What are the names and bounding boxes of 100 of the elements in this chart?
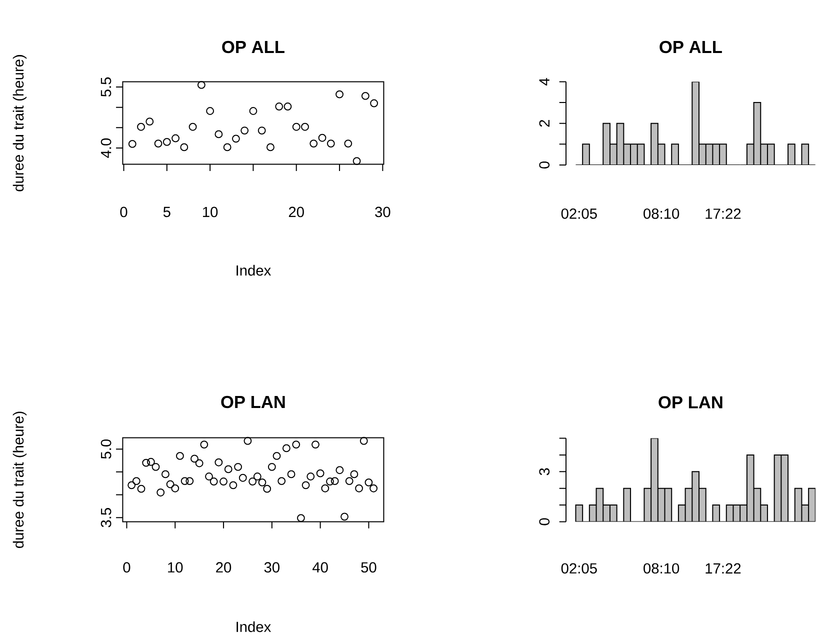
point	[318, 134, 326, 142]
x-tick-label: 17:22	[706, 208, 741, 219]
y-tick-label: 0	[539, 518, 550, 526]
chart-title: OP ALL	[660, 40, 722, 54]
y-tick-label: 4	[539, 78, 550, 86]
point	[206, 107, 214, 115]
point	[258, 478, 266, 486]
point	[364, 478, 373, 486]
x-tick-label: 02:05	[561, 563, 597, 574]
point	[340, 512, 348, 521]
point	[132, 477, 140, 486]
point	[162, 138, 171, 146]
point	[258, 126, 266, 134]
point	[224, 465, 232, 474]
point	[172, 134, 180, 142]
point	[238, 474, 247, 482]
point	[223, 143, 232, 152]
point	[171, 484, 180, 492]
point	[326, 140, 335, 148]
point	[350, 470, 358, 478]
point	[302, 481, 310, 490]
point	[205, 472, 213, 480]
x-tick-label: 17:22	[706, 563, 741, 574]
point	[330, 477, 339, 486]
point	[146, 458, 155, 466]
point	[306, 472, 315, 480]
y-tick-label: 3.5	[100, 508, 112, 528]
x-tick-label: 02:05	[561, 208, 597, 219]
x-tick-label: 5	[163, 206, 170, 218]
point	[321, 484, 330, 492]
point	[344, 140, 352, 148]
point	[326, 478, 334, 486]
point	[232, 134, 240, 143]
point	[287, 470, 296, 478]
point	[244, 436, 252, 445]
point	[266, 143, 274, 152]
point	[197, 80, 206, 89]
point	[345, 477, 354, 486]
point	[152, 462, 160, 471]
x-tick-label: 0	[123, 562, 130, 573]
x-tick-label: 08:10	[644, 208, 680, 219]
x-tick-label: 40	[312, 562, 328, 573]
point	[176, 452, 184, 460]
x-tick-label: 08:10	[644, 563, 680, 574]
point	[137, 484, 146, 493]
y-axis-title: duree du trait (heure)	[12, 55, 27, 192]
point	[370, 99, 378, 108]
x-tick-label: 30	[264, 562, 280, 573]
y-tick-label: 0	[539, 162, 550, 169]
x-tick-label: 10	[203, 206, 218, 218]
point	[292, 440, 300, 449]
point	[355, 484, 364, 492]
point	[200, 440, 208, 449]
y-tick-label: 4.0	[100, 138, 112, 158]
point	[240, 126, 249, 134]
point	[263, 484, 272, 493]
chart-title: OP LAN	[221, 396, 285, 408]
point	[214, 130, 223, 138]
y-tick-label: 2	[539, 120, 550, 127]
point	[154, 140, 162, 148]
point	[361, 92, 370, 100]
point	[156, 488, 165, 496]
x-tick-label: 50	[361, 562, 376, 573]
point	[316, 469, 324, 478]
point	[253, 472, 262, 480]
point	[229, 481, 238, 490]
point	[166, 480, 174, 488]
point	[249, 107, 258, 115]
point	[278, 477, 286, 486]
point	[190, 454, 198, 463]
point	[275, 102, 284, 110]
point	[188, 122, 197, 131]
point	[128, 140, 136, 148]
point	[336, 90, 344, 98]
x-axis-title: Index	[236, 621, 271, 632]
point	[180, 143, 188, 152]
chart-title: OP ALL	[222, 40, 284, 54]
point	[210, 478, 218, 486]
x-axis-title: Index	[236, 264, 271, 276]
point	[248, 478, 257, 486]
point	[292, 122, 300, 131]
point	[370, 484, 378, 492]
point	[214, 458, 223, 466]
point	[146, 118, 154, 126]
y-tick-label: 5.0	[100, 440, 112, 459]
point	[282, 444, 290, 452]
x-tick-label: 30	[375, 206, 390, 218]
y-tick-label: 3	[539, 468, 550, 476]
point	[301, 122, 309, 131]
point	[220, 478, 228, 486]
point	[312, 440, 320, 449]
x-tick-label: 20	[288, 206, 304, 218]
point	[284, 102, 292, 110]
x-tick-label: 0	[120, 206, 128, 218]
point	[360, 436, 368, 445]
y-tick-label: 5.5	[100, 77, 112, 97]
point	[142, 458, 150, 467]
x-tick-label: 20	[216, 562, 232, 573]
point	[180, 477, 189, 486]
point	[128, 481, 136, 490]
